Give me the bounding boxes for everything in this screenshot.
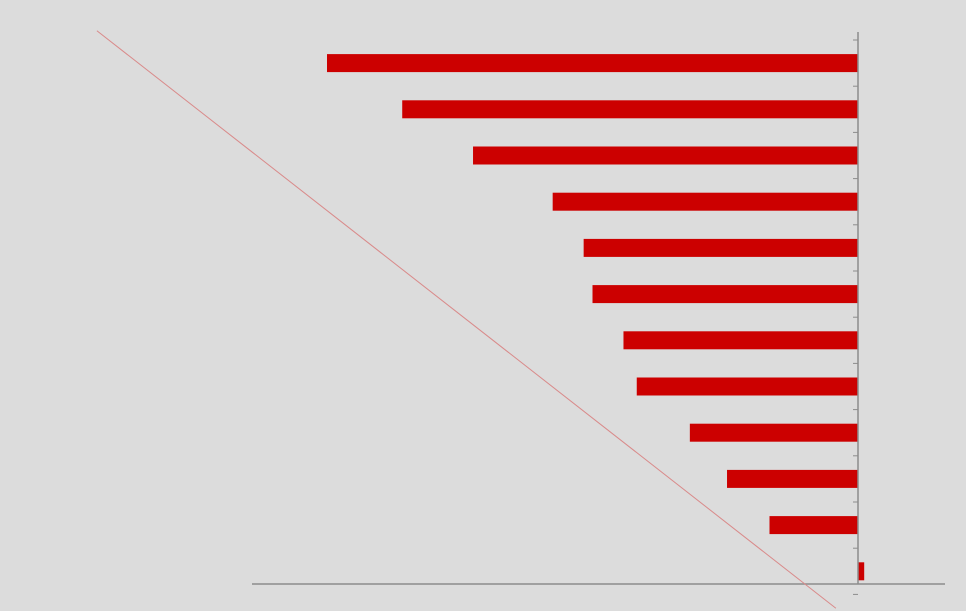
bar-5	[583, 238, 858, 257]
bar-4	[552, 192, 858, 211]
trend-line	[96, 30, 837, 609]
bar-8	[636, 377, 858, 396]
bar-3	[473, 146, 858, 165]
bar-10	[727, 469, 858, 488]
bar-6	[592, 285, 858, 304]
bar-12	[858, 562, 865, 581]
bar-7	[623, 331, 858, 350]
bar-9	[689, 423, 858, 442]
bar-11	[769, 516, 858, 535]
bar-2	[402, 100, 858, 119]
bar-1	[327, 54, 858, 73]
